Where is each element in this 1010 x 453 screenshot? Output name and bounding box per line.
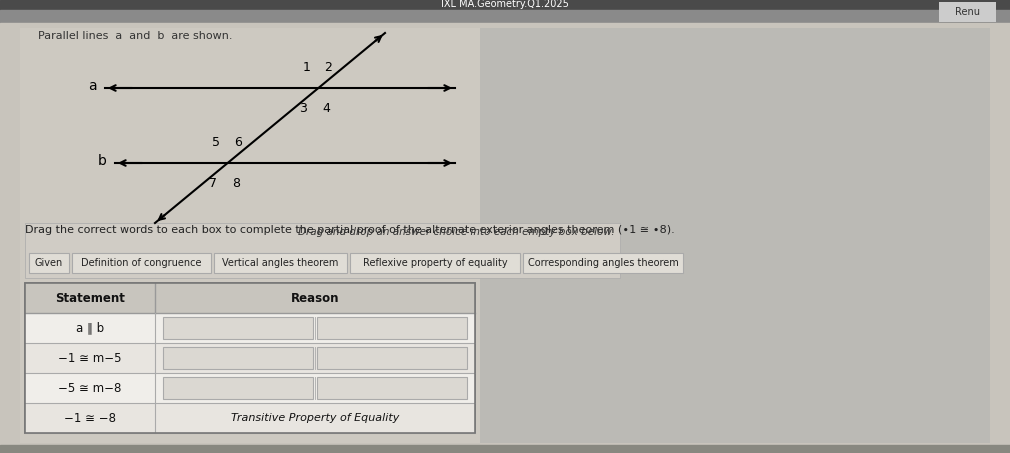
- Bar: [25, 283, 475, 433]
- Bar: [20, 28, 480, 443]
- Bar: [163, 347, 313, 369]
- Bar: [25, 283, 475, 433]
- Text: 2: 2: [324, 61, 332, 74]
- Bar: [480, 28, 990, 443]
- Text: Transitive Property of Equality: Transitive Property of Equality: [231, 413, 399, 423]
- Text: Reason: Reason: [291, 291, 339, 304]
- FancyBboxPatch shape: [939, 2, 996, 22]
- Bar: [25, 373, 475, 403]
- Bar: [317, 377, 467, 399]
- Bar: [0, 0, 1010, 13]
- Text: 1: 1: [302, 61, 310, 74]
- Text: −1 ≅ −8: −1 ≅ −8: [64, 411, 116, 424]
- FancyBboxPatch shape: [214, 253, 347, 273]
- Bar: [163, 317, 313, 339]
- Bar: [25, 403, 475, 433]
- FancyBboxPatch shape: [350, 253, 520, 273]
- Text: Given: Given: [35, 258, 63, 268]
- Text: 6: 6: [233, 136, 241, 149]
- Text: 7: 7: [209, 177, 216, 190]
- Text: −1 ≅ m−5: −1 ≅ m−5: [59, 352, 122, 365]
- Text: Corresponding angles theorem: Corresponding angles theorem: [528, 258, 679, 268]
- Text: b: b: [98, 154, 107, 168]
- Bar: [0, 445, 1010, 453]
- Text: 4: 4: [322, 102, 330, 115]
- Bar: [0, 10, 1010, 23]
- Bar: [25, 223, 620, 278]
- Text: Reflexive property of equality: Reflexive property of equality: [363, 258, 508, 268]
- Text: 3: 3: [300, 102, 307, 115]
- FancyBboxPatch shape: [29, 253, 69, 273]
- Bar: [317, 347, 467, 369]
- Text: Statement: Statement: [56, 291, 125, 304]
- Text: Parallel lines  a  and  b  are shown.: Parallel lines a and b are shown.: [38, 31, 232, 41]
- FancyBboxPatch shape: [523, 253, 683, 273]
- Text: Definition of congruence: Definition of congruence: [81, 258, 202, 268]
- Text: 5: 5: [212, 136, 219, 149]
- Text: IXL MA.Geometry.Q1.2025: IXL MA.Geometry.Q1.2025: [441, 0, 569, 9]
- Text: Drag and drop an answer choice into each empty box below.: Drag and drop an answer choice into each…: [299, 227, 615, 237]
- Bar: [25, 343, 475, 373]
- Bar: [25, 283, 475, 313]
- Bar: [25, 313, 475, 343]
- Bar: [317, 317, 467, 339]
- Text: Renu: Renu: [954, 7, 980, 17]
- Text: a ∥ b: a ∥ b: [76, 322, 104, 334]
- Text: −5 ≅ m−8: −5 ≅ m−8: [59, 381, 121, 395]
- Text: Vertical angles theorem: Vertical angles theorem: [222, 258, 338, 268]
- Text: Drag the correct words to each box to complete the partial proof of the alternat: Drag the correct words to each box to co…: [25, 225, 675, 235]
- Text: a: a: [89, 79, 97, 93]
- FancyBboxPatch shape: [72, 253, 211, 273]
- Bar: [163, 377, 313, 399]
- Text: 8: 8: [231, 177, 239, 190]
